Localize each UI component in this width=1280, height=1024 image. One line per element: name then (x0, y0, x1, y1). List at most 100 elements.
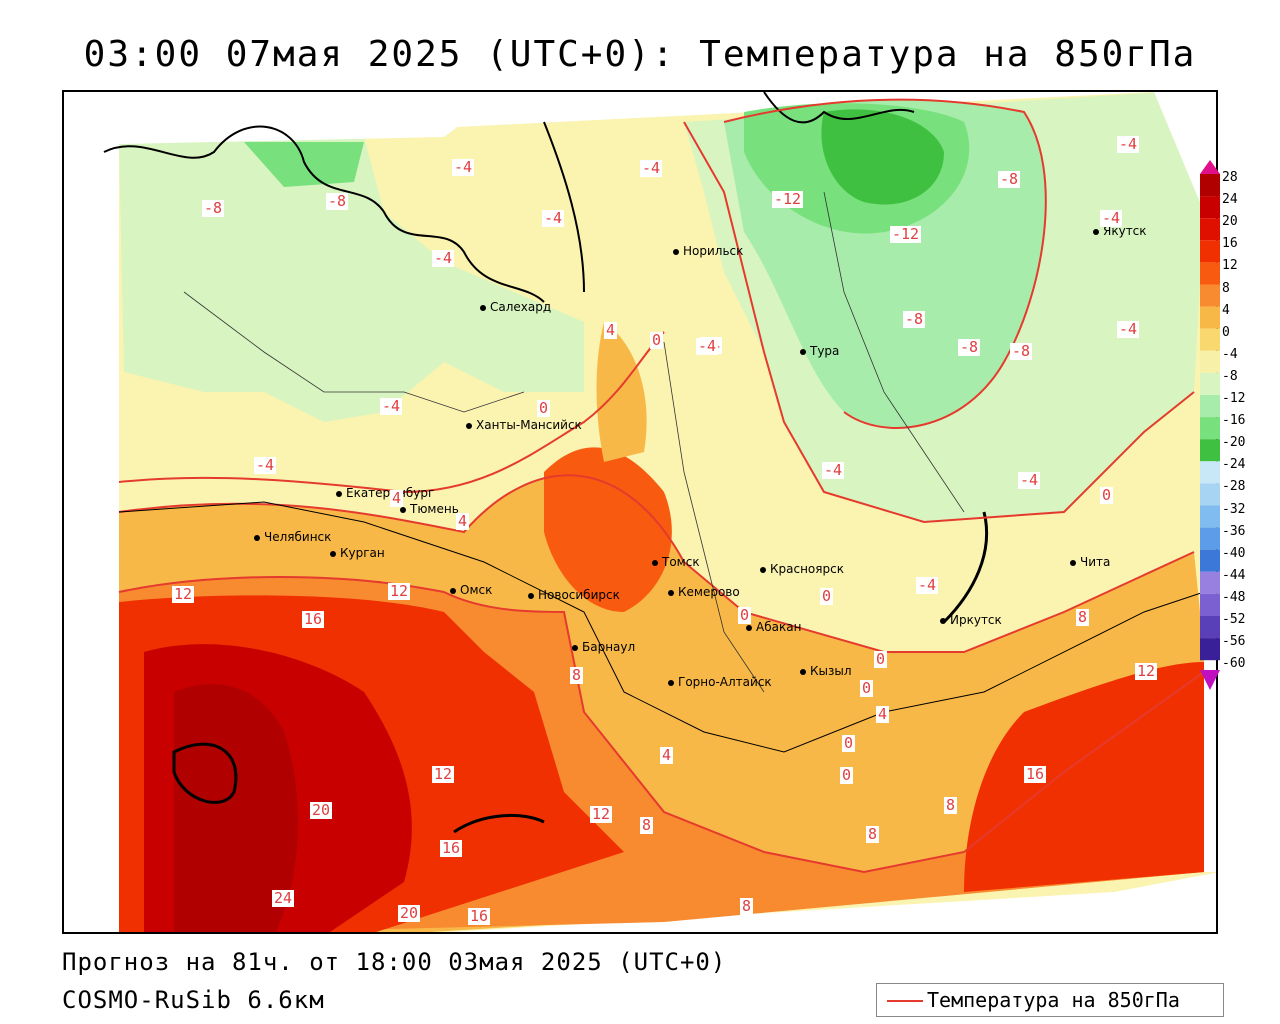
contour-value-label: 8 (740, 897, 754, 915)
colorbar-tick-label: -8 (1222, 368, 1238, 384)
contour-value-label: 0 (860, 679, 874, 697)
contour-value-label: 24 (272, 889, 295, 907)
contour-value-label: 0 (537, 399, 551, 417)
city-dot-icon (1093, 228, 1099, 235)
contour-value-label: -4 (696, 337, 719, 355)
city-dot-icon (336, 490, 342, 497)
contour-minus4 (683, 121, 1195, 524)
contour-value-label: 20 (398, 904, 421, 922)
contour-value-label: -12 (772, 190, 804, 208)
model-info: COSMO-RuSib 6.6км (62, 986, 325, 1014)
contour-value-label: -4 (1117, 135, 1140, 153)
colorbar-tick-label: 16 (1222, 236, 1238, 252)
warm-tongue (544, 447, 672, 612)
colorbar-tick-label: 28 (1222, 170, 1238, 185)
contour-value-label: 0 (842, 734, 856, 752)
city-marker: Якутск (1093, 224, 1147, 238)
contour-value-label: 20 (310, 801, 333, 819)
map-legend: Температура на 850гПа (876, 983, 1224, 1017)
map-title: 03:00 07мая 2025 (UTC+0): Температура на… (83, 34, 1197, 75)
contour-value-label: 8 (640, 816, 654, 834)
yamal-coast (543, 121, 585, 293)
forecast-info: Прогноз на 81ч. от 18:00 03мая 2025 (UTC… (62, 948, 727, 976)
city-dot-icon (450, 587, 456, 594)
city-dot-icon (466, 422, 472, 429)
contour-value-label: 0 (1100, 486, 1114, 504)
contour-value-label: -4 (432, 249, 455, 267)
city-dot-icon (673, 248, 679, 255)
colorbar-segment (1200, 461, 1220, 484)
city-marker: Тура (800, 344, 839, 358)
colorbar-tick-label: -52 (1222, 612, 1246, 627)
contour-value-label: 16 (1024, 765, 1047, 783)
contour-value-label: 4 (876, 705, 890, 723)
city-name: Горно-Алтайск (678, 675, 772, 689)
city-dot-icon (480, 304, 486, 311)
colorbar-segment (1200, 350, 1220, 373)
colorbar-tick-label: -24 (1222, 457, 1246, 473)
contour-value-label: -4 (380, 397, 403, 415)
colorbar-segment (1200, 196, 1220, 219)
legend-line-swatch (887, 1000, 923, 1002)
city-marker: Ханты-Мансийск (466, 418, 582, 432)
city-name: Кызыл (810, 664, 852, 678)
city-name: Красноярск (770, 562, 844, 576)
city-name: Чита (1080, 555, 1111, 569)
contour-value-label: 16 (440, 839, 463, 857)
colorbar-segment (1200, 240, 1220, 263)
city-dot-icon (528, 592, 534, 599)
baikal-lake (942, 511, 989, 624)
contour-value-label: 8 (866, 825, 880, 843)
city-name: Абакан (756, 620, 802, 634)
colorbar-tick-label: 20 (1222, 214, 1238, 230)
colorbar-segment (1200, 306, 1220, 329)
colorbar-segment (1200, 262, 1220, 285)
city-marker: Барнаул (572, 640, 635, 654)
colorbar-tick-label: 12 (1222, 258, 1238, 274)
city-name: Барнаул (582, 640, 636, 654)
contour-value-label: 16 (468, 907, 491, 925)
city-marker: Красноярск (760, 562, 844, 576)
city-marker: Томск (652, 555, 700, 569)
contour-value-label: -4 (822, 461, 845, 479)
temp-zone-minus4-minus8-west (119, 137, 584, 422)
colorbar-segment (1200, 616, 1220, 639)
colorbar-segment (1200, 284, 1220, 307)
city-marker: Екатеринбург (336, 486, 434, 500)
city-marker: Омск (450, 583, 492, 597)
colorbar-tick-label: -28 (1222, 479, 1246, 495)
colorbar-tick-label: 8 (1222, 280, 1230, 296)
contour-value-label: 12 (432, 765, 455, 783)
contour-value-label: 4 (604, 321, 618, 339)
city-marker: Кызыл (800, 664, 852, 678)
contour-value-label: -4 (1018, 471, 1041, 489)
contour-value-label: 8 (1076, 608, 1090, 626)
contour-8 (118, 576, 1205, 874)
city-name: Якутск (1103, 224, 1147, 238)
colorbar-tick-label: -48 (1222, 589, 1246, 605)
temperature-map[interactable] (62, 90, 1218, 934)
contour-value-label: -4 (452, 158, 475, 176)
contour-value-label: -4 (916, 576, 939, 594)
contour-value-label: -12 (890, 225, 922, 243)
contour-4 (118, 474, 1195, 653)
city-name: Тюмень (410, 502, 459, 516)
colorbar-segment (1200, 505, 1220, 528)
colorbar-segment (1200, 638, 1220, 661)
city-dot-icon (254, 534, 260, 541)
colorbar-tick-label: -36 (1222, 523, 1246, 539)
contour-minus8 (723, 98, 1047, 429)
colorbar-segment (1200, 218, 1220, 241)
colorbar-tick-label: -16 (1222, 413, 1246, 429)
taymyr-coast (763, 92, 915, 124)
colorbar-tick-label: -56 (1222, 634, 1246, 650)
city-marker: Курган (330, 546, 385, 560)
colorbar-top-arrow (1200, 160, 1220, 174)
cold-patch-yamal (244, 142, 364, 187)
colorbar-segment (1200, 483, 1220, 506)
contour-value-label: 0 (820, 587, 834, 605)
colorbar-bottom-arrow (1200, 670, 1220, 690)
city-name: Новосибирск (538, 588, 620, 602)
temp-zone-12-16-east (964, 662, 1204, 892)
contour-value-label: 0 (840, 766, 854, 784)
